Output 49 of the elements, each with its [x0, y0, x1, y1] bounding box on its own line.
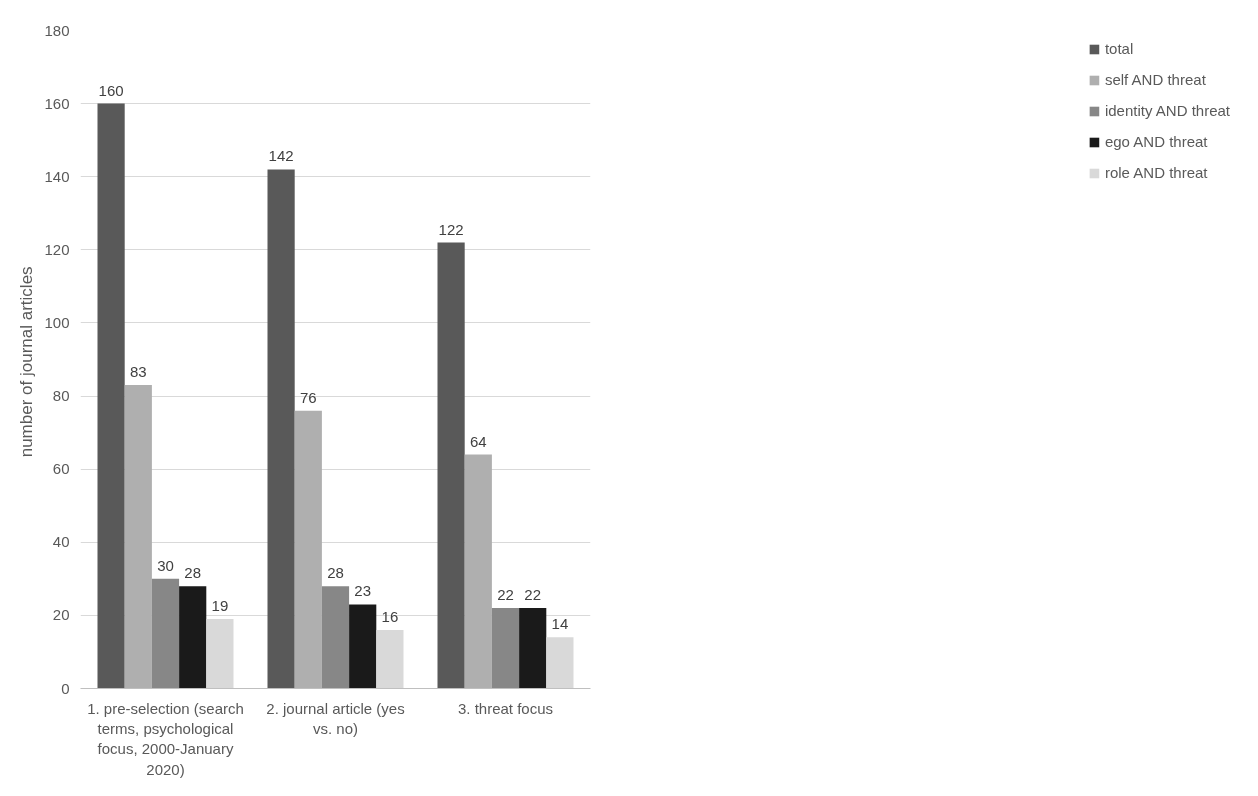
bar	[294, 410, 322, 689]
y-tick-label: 80	[52, 387, 70, 405]
data-label: 142	[268, 147, 294, 165]
y-axis-title: number of journal articles	[17, 266, 37, 458]
legend-label: ego AND threat	[1104, 133, 1208, 150]
legend-label: self AND threat	[1104, 71, 1206, 88]
data-label: 22	[524, 586, 542, 604]
y-tick-label: 40	[52, 533, 70, 551]
bar	[437, 242, 465, 689]
data-label: 14	[551, 615, 569, 633]
data-label: 83	[129, 363, 147, 381]
y-tick-label: 140	[44, 167, 70, 185]
data-label: 76	[299, 388, 317, 406]
y-tick-label: 0	[61, 679, 70, 697]
x-tick-label: 2. journal article (yes vs. no)	[266, 699, 405, 737]
data-label: 28	[327, 564, 344, 582]
bar	[151, 578, 180, 689]
legend-label: identity AND threat	[1104, 102, 1230, 119]
data-label: 160	[98, 81, 124, 99]
data-label: 28	[184, 564, 202, 582]
data-label: 16	[381, 608, 399, 626]
bar	[267, 169, 295, 689]
bar	[546, 637, 574, 689]
y-tick-label: 120	[44, 240, 70, 258]
data-label: 23	[354, 582, 372, 600]
bar	[321, 586, 350, 689]
bar	[97, 103, 125, 689]
legend-label: total	[1104, 40, 1134, 57]
data-label: 30	[157, 556, 174, 574]
bar	[349, 604, 377, 689]
data-label: 64	[469, 432, 487, 450]
y-tick-label: 100	[44, 313, 70, 331]
x-tick-label: 1. pre-selection (search terms, psychological focus, 2000-January 2020)	[87, 699, 244, 778]
bar	[519, 608, 547, 689]
y-tick-label: 20	[52, 606, 70, 624]
bar	[376, 630, 404, 689]
data-label: 22	[497, 586, 514, 604]
data-label: 122	[438, 220, 464, 238]
bar	[464, 454, 492, 689]
bar	[491, 608, 520, 689]
bar	[179, 586, 207, 689]
data-label: 19	[211, 597, 229, 615]
bar	[206, 619, 234, 689]
y-tick-label: 180	[44, 21, 70, 39]
legend-label: role AND threat	[1104, 164, 1208, 181]
y-tick-label: 160	[44, 94, 70, 112]
y-tick-label: 60	[52, 460, 70, 478]
x-tick-label: 3. threat focus	[457, 699, 554, 717]
bar	[124, 385, 152, 689]
